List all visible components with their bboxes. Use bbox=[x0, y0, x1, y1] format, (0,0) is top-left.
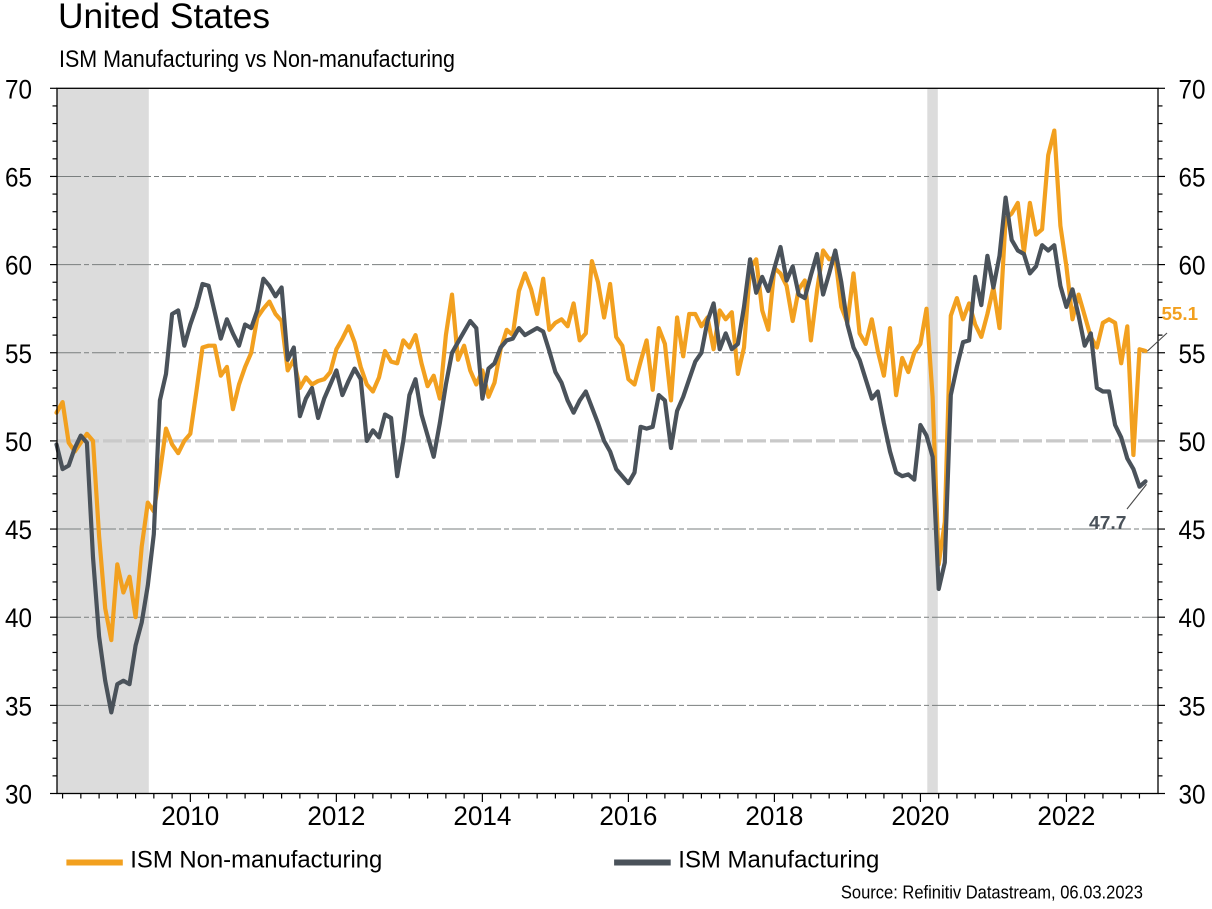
svg-text:65: 65 bbox=[1179, 162, 1206, 192]
svg-text:2020: 2020 bbox=[891, 801, 949, 831]
svg-text:50: 50 bbox=[5, 427, 32, 457]
svg-text:50: 50 bbox=[1179, 427, 1206, 457]
svg-text:70: 70 bbox=[1179, 74, 1206, 104]
svg-text:ISM Manufacturing: ISM Manufacturing bbox=[678, 847, 879, 874]
svg-text:45: 45 bbox=[1179, 515, 1206, 545]
svg-text:United States: United States bbox=[58, 0, 270, 36]
svg-text:40: 40 bbox=[1179, 603, 1206, 633]
svg-text:35: 35 bbox=[1179, 691, 1206, 721]
svg-text:35: 35 bbox=[5, 691, 32, 721]
svg-text:30: 30 bbox=[1179, 780, 1206, 810]
svg-text:55.1: 55.1 bbox=[1162, 303, 1199, 324]
svg-text:ISM Manufacturing vs Non-manuf: ISM Manufacturing vs Non-manufacturing bbox=[59, 47, 455, 73]
svg-text:60: 60 bbox=[1179, 251, 1206, 281]
svg-text:2022: 2022 bbox=[1037, 801, 1095, 831]
svg-text:2010: 2010 bbox=[161, 801, 219, 831]
svg-text:40: 40 bbox=[5, 603, 32, 633]
svg-text:70: 70 bbox=[5, 74, 32, 104]
svg-text:65: 65 bbox=[5, 162, 32, 192]
svg-text:47.7: 47.7 bbox=[1089, 512, 1127, 533]
svg-text:2018: 2018 bbox=[745, 801, 803, 831]
svg-text:Source: Refinitiv Datastream,: Source: Refinitiv Datastream, 06.03.2023 bbox=[841, 883, 1143, 903]
svg-text:55: 55 bbox=[5, 339, 32, 369]
svg-text:60: 60 bbox=[5, 251, 32, 281]
svg-text:2012: 2012 bbox=[307, 801, 365, 831]
svg-text:2016: 2016 bbox=[599, 801, 657, 831]
svg-text:30: 30 bbox=[5, 780, 32, 810]
svg-text:2014: 2014 bbox=[453, 801, 511, 831]
svg-text:ISM Non-manufacturing: ISM Non-manufacturing bbox=[130, 847, 382, 874]
svg-text:55: 55 bbox=[1179, 339, 1206, 369]
svg-text:45: 45 bbox=[5, 515, 32, 545]
